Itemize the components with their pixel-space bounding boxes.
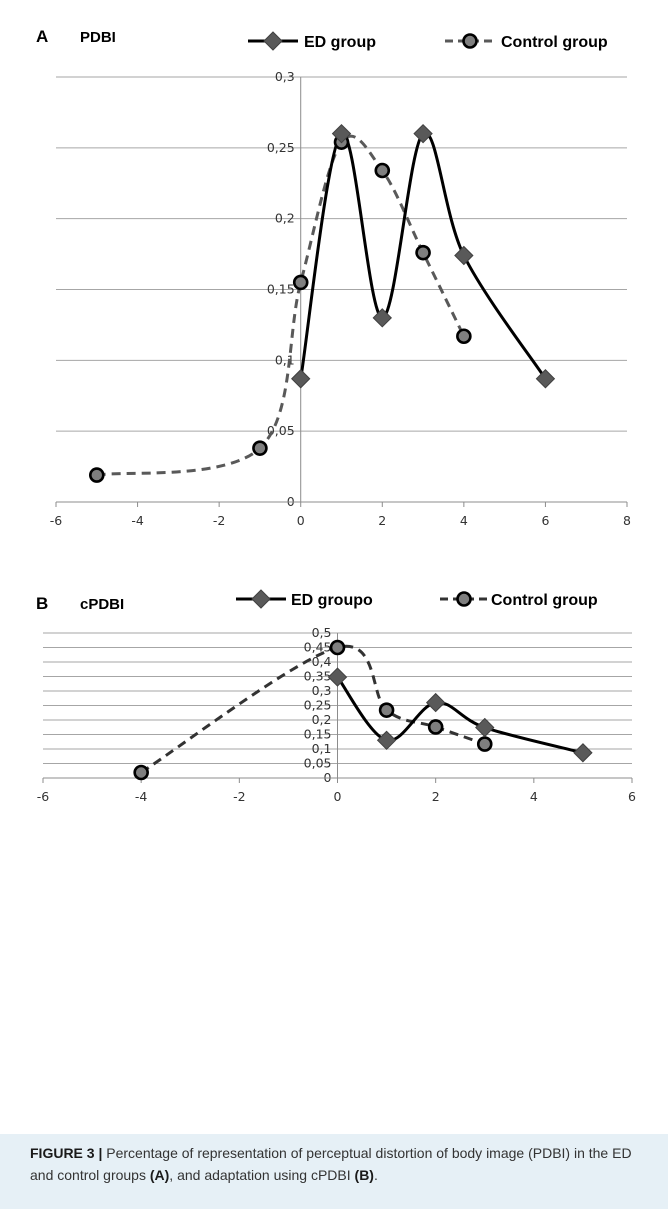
data-point-ed-b	[425, 692, 446, 713]
y-tick-label-a: 0,25	[267, 140, 295, 155]
figure-caption: FIGURE 3 | Percentage of representation …	[30, 1142, 640, 1186]
data-point-ed-a	[413, 123, 433, 144]
y-tick-label-b: 0,3	[312, 683, 332, 698]
x-tick-label-b: -4	[135, 789, 148, 804]
x-tick-label-b: 4	[530, 789, 538, 804]
data-point-control-a	[252, 440, 268, 456]
data-point-control-a	[292, 274, 309, 291]
data-point-control-b	[329, 639, 346, 656]
data-point-ed-b	[376, 730, 397, 751]
y-tick-label-b: 0,1	[312, 741, 332, 756]
chart-title-b: cPDBI	[80, 596, 124, 613]
caption-text-1: Percentage of representation of perceptu…	[30, 1145, 632, 1183]
y-tick-label-b: 0,2	[312, 712, 332, 727]
data-point-control-b	[133, 764, 149, 781]
x-tick-label-b: 2	[432, 789, 440, 804]
caption-ref-a: (A)	[149, 1167, 170, 1183]
data-point-ed-a	[331, 123, 352, 144]
x-tick-label-a: 6	[541, 513, 549, 528]
y-tick-label-a: 0,15	[267, 282, 295, 297]
y-tick-label-a: 0,1	[275, 352, 295, 367]
y-tick-label-a: 0,2	[275, 211, 295, 226]
caption-ref-b: (B)	[354, 1167, 374, 1183]
x-tick-label-b: -2	[233, 789, 245, 804]
data-point-control-a	[88, 467, 105, 483]
x-tick-label-a: 0	[297, 513, 305, 528]
y-tick-label-b: 0,05	[304, 756, 332, 771]
caption-text-2: , and adaptation using cPDBI	[169, 1167, 355, 1183]
panel-label-a: A	[36, 27, 48, 46]
data-point-ed-b	[475, 717, 495, 738]
caption-text-3: .	[373, 1167, 378, 1183]
legend-marker-control-a	[462, 33, 478, 49]
data-point-control-a	[456, 328, 472, 345]
x-tick-label-b: 0	[334, 789, 342, 804]
y-tick-label-b: 0,25	[304, 698, 332, 713]
data-point-control-b	[378, 702, 395, 718]
caption-background	[0, 1134, 668, 1209]
x-tick-label-b: -6	[37, 789, 50, 804]
x-tick-label-b: 6	[628, 789, 636, 804]
data-point-ed-a	[372, 308, 392, 328]
y-tick-label-b: 0,5	[312, 625, 332, 640]
caption-label: FIGURE 3 |	[30, 1145, 103, 1161]
legend-marker-ed-a	[263, 31, 283, 51]
legend-label-control-a: Control group	[501, 34, 608, 51]
series-line-ed-b	[336, 676, 584, 755]
x-tick-label-a: 8	[623, 513, 631, 528]
data-point-control-b	[476, 736, 493, 752]
legend-label-control-b: Control group	[491, 592, 598, 609]
data-point-ed-a	[454, 245, 474, 266]
data-point-ed-a	[291, 369, 311, 389]
legend-marker-control-b	[456, 591, 472, 607]
y-tick-label-b: 0,45	[304, 640, 332, 655]
x-tick-label-a: -2	[213, 513, 225, 528]
x-tick-label-a: 4	[460, 513, 468, 528]
y-tick-label-b: 0,4	[312, 654, 332, 669]
x-tick-label-a: -6	[50, 513, 63, 528]
y-tick-label-b: 0,15	[304, 727, 332, 742]
data-point-control-b	[427, 719, 444, 735]
data-point-control-a	[374, 162, 391, 179]
panel-label-b: B	[36, 594, 48, 613]
chart-panel-a: APDBI00,050,10,150,20,250,3-6-4-202468ED…	[36, 27, 631, 528]
data-point-ed-b	[573, 743, 593, 763]
y-tick-label-b: 0,35	[304, 669, 332, 684]
legend-label-ed-a: ED group	[304, 34, 376, 51]
data-point-control-a	[415, 244, 431, 261]
chart-title-a: PDBI	[80, 29, 116, 46]
data-point-ed-a	[535, 369, 556, 389]
legend-label-ed-b: ED groupo	[291, 592, 373, 609]
y-tick-label-a: 0,3	[275, 69, 295, 84]
legend-marker-ed-b	[251, 589, 271, 609]
x-tick-label-a: 2	[378, 513, 386, 528]
x-tick-label-a: -4	[131, 513, 144, 528]
data-point-ed-b	[327, 667, 348, 687]
y-tick-label-a: 0,05	[267, 423, 295, 438]
